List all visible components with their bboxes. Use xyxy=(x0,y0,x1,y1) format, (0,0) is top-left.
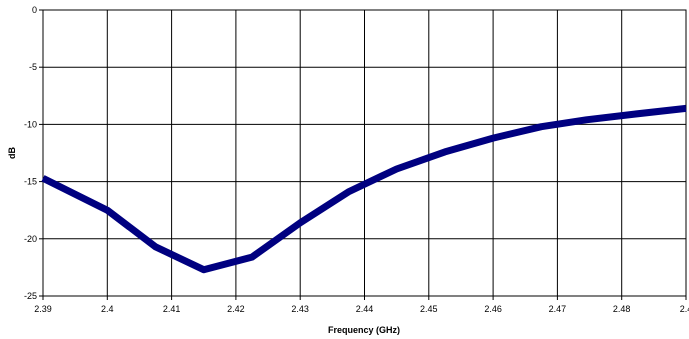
x-axis-ticks: 2.39 2.4 2.41 2.42 2.43 2.44 2.45 2.46 2.47 2.48 2… xyxy=(34,296,689,314)
y-tick-label: 0 xyxy=(32,5,37,15)
x-tick-label: 2.39 xyxy=(34,304,52,314)
x-tick-label: 2.44 xyxy=(356,304,374,314)
y-tick-label: -10 xyxy=(24,119,37,129)
x-axis-title: Frequency (GHz) xyxy=(328,325,400,335)
x-tick-label: 2.47 xyxy=(549,304,567,314)
x-tick-label: 2.41 xyxy=(163,304,181,314)
series-group xyxy=(41,104,687,274)
x-tick-label: 2.4 xyxy=(680,304,689,314)
x-tick-label: 2.48 xyxy=(613,304,631,314)
y-axis-title: dB xyxy=(7,147,17,159)
x-tick-label: 2.42 xyxy=(227,304,245,314)
y-tick-label: -5 xyxy=(29,62,37,72)
y-axis-ticks: 0 -5 -10 -15 -20 -25 xyxy=(24,5,43,301)
y-tick-label: -15 xyxy=(24,177,37,187)
series-line xyxy=(41,104,687,274)
x-tick-label: 2.46 xyxy=(484,304,502,314)
x-tick-label: 2.43 xyxy=(291,304,309,314)
x-tick-label: 2.45 xyxy=(420,304,438,314)
y-tick-label: -20 xyxy=(24,234,37,244)
x-tick-label: 2.4 xyxy=(101,304,114,314)
y-tick-label: -25 xyxy=(24,291,37,301)
